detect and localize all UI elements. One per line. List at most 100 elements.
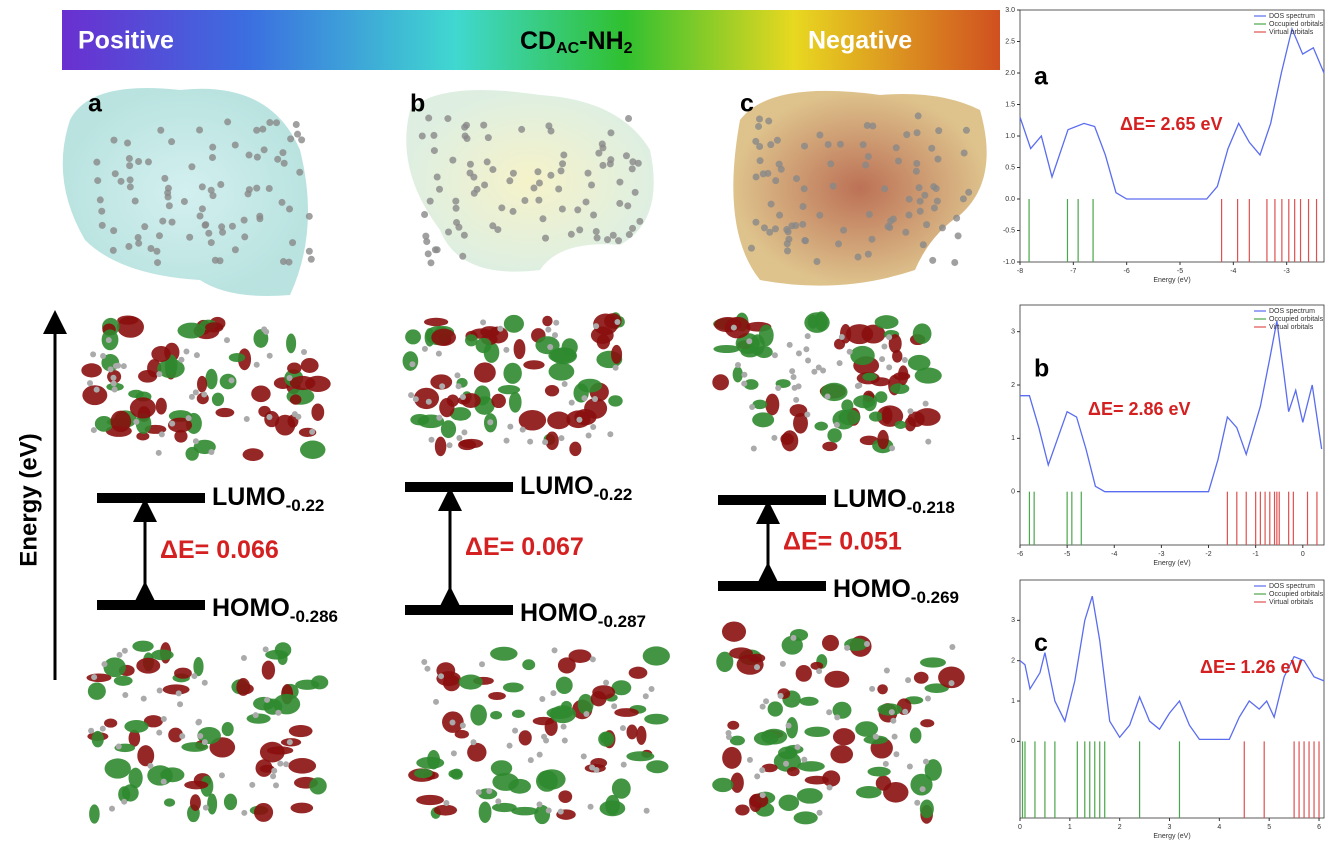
figure: Positive CDAC-NH2 Negative Energy (eV) a…: [0, 0, 1326, 843]
atom: [241, 233, 248, 240]
atom: [113, 363, 119, 369]
atom: [854, 253, 861, 260]
orbital-lobe: [725, 317, 751, 339]
atom: [793, 397, 799, 403]
atom: [100, 353, 106, 359]
orbital-lobe: [797, 788, 823, 804]
atom: [476, 789, 482, 795]
atom: [757, 157, 764, 164]
orbital-lobe: [779, 795, 800, 811]
atom: [467, 161, 474, 168]
atom: [931, 204, 938, 211]
atom: [177, 701, 183, 707]
atom: [166, 202, 173, 209]
atom: [520, 427, 526, 433]
atom: [427, 259, 434, 266]
atom: [208, 449, 214, 455]
atom: [825, 141, 832, 148]
orbital-lobe: [629, 667, 648, 679]
legend-label: Occupied orbitals: [1269, 21, 1324, 28]
orbital-lobe: [920, 800, 934, 819]
orbital-lobe: [104, 718, 117, 727]
atom: [559, 160, 566, 167]
atom: [422, 233, 429, 240]
atom: [289, 239, 296, 246]
atom: [186, 234, 193, 241]
orbital-lobe: [205, 322, 223, 332]
atom: [229, 223, 236, 230]
legend-label: Virtual orbitals: [1269, 599, 1314, 606]
atom: [202, 222, 209, 229]
orbital-lobe: [424, 318, 448, 326]
orbital-lobe: [875, 391, 887, 403]
orbital-lobe: [491, 760, 512, 776]
orbital-lobe: [830, 745, 853, 763]
atom: [156, 371, 162, 377]
atom: [232, 246, 239, 253]
orbital-lobe: [827, 428, 841, 442]
atom: [217, 181, 224, 188]
atom: [495, 798, 501, 804]
atom: [246, 186, 253, 193]
homo-level: [405, 605, 513, 615]
atom: [116, 652, 122, 658]
lumo-label: LUMO-0.22: [520, 472, 632, 505]
x-axis-label: Energy (eV): [1153, 277, 1190, 284]
atom: [574, 206, 581, 213]
atom: [771, 435, 777, 441]
atom: [127, 183, 134, 190]
x-axis-label: Energy (eV): [1153, 560, 1190, 567]
x-tick-label: 5: [1267, 824, 1271, 831]
atom: [920, 241, 927, 248]
atom: [925, 439, 931, 445]
orbital-lobe: [850, 346, 874, 365]
atom: [110, 247, 117, 254]
orbital-lobe: [403, 351, 419, 371]
y-tick-label: 1: [1011, 698, 1015, 705]
lumo-value: -0.22: [594, 485, 633, 504]
atom: [133, 419, 139, 425]
atom: [593, 323, 599, 329]
orbital-lobe: [833, 728, 855, 745]
atom: [893, 144, 900, 151]
orbital-lobe: [810, 662, 823, 670]
atom: [629, 225, 636, 232]
atom: [141, 696, 147, 702]
atom: [254, 154, 261, 161]
homo-level: [97, 600, 205, 610]
atom: [893, 751, 899, 757]
atom: [122, 648, 128, 654]
atom: [955, 232, 962, 239]
orbital-lobe: [476, 338, 492, 353]
orbital-lobe: [895, 421, 907, 429]
atom: [504, 438, 510, 444]
atom: [286, 206, 293, 213]
atom: [791, 635, 797, 641]
orbital-lobe: [514, 339, 526, 359]
orbital-lobe: [722, 747, 741, 769]
x-tick-label: -8: [1017, 268, 1023, 275]
orbital-lobe: [458, 440, 476, 450]
orbital-lobe: [545, 385, 559, 396]
orbital-lobe: [256, 759, 273, 777]
atom: [489, 166, 496, 173]
orbital-lobe: [712, 374, 729, 390]
atom: [921, 192, 928, 199]
atom: [121, 799, 127, 805]
atom: [527, 439, 533, 445]
atom: [889, 709, 895, 715]
orbital-lobe: [290, 394, 302, 404]
orbital-lobe: [205, 369, 217, 390]
atom: [101, 661, 107, 667]
atom: [135, 234, 142, 241]
orbital-lobe: [523, 360, 544, 369]
atom: [796, 350, 802, 356]
cd: CD: [520, 27, 556, 55]
atom: [837, 141, 844, 148]
y-tick-label: 0.5: [1005, 164, 1015, 171]
orbital-lobe: [251, 386, 270, 403]
atom: [518, 126, 525, 133]
atom: [772, 352, 778, 358]
y-tick-label: 3: [1011, 329, 1015, 336]
atom: [914, 129, 921, 136]
